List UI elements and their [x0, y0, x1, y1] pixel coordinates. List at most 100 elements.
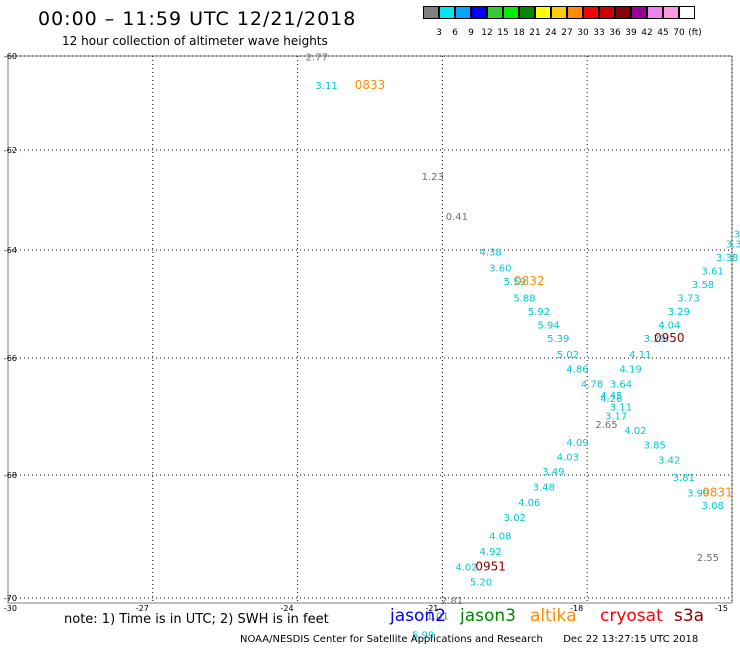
wave-height-value: 3.60 [489, 264, 511, 275]
color-swatch [615, 6, 631, 19]
wave-height-value: 3.17 [605, 411, 627, 422]
corner-tick-label: -30 [4, 604, 17, 613]
color-swatch [631, 6, 647, 19]
pass-time-label: 0950 [654, 331, 685, 345]
color-scale-label: 24 [545, 28, 557, 38]
wave-height-value: 3.29 [644, 334, 666, 345]
wave-height-value: 3.11 [315, 81, 337, 92]
wave-height-value: 3.29 [668, 307, 690, 318]
wave-height-value: 4.45 [600, 391, 622, 402]
footer: NOAA/NESDIS Center for Satellite Applica… [240, 634, 698, 645]
wave-height-value: 4.02 [624, 426, 646, 437]
longitude-tick-label: -21 [425, 604, 438, 613]
longitude-tick-label: -15 [715, 604, 728, 613]
color-swatch [647, 6, 663, 19]
latitude-tick-label: -70 [4, 594, 17, 603]
wave-height-value: 2.55 [697, 553, 719, 564]
pass-time-label: 0831 [702, 486, 733, 500]
color-scale-label: 33 [593, 28, 605, 38]
color-swatch [519, 6, 535, 19]
color-swatch [455, 6, 471, 19]
color-swatch [551, 6, 567, 19]
pass-time-label: 0951 [475, 559, 506, 573]
wave-height-value: 5.59 [504, 277, 526, 288]
wave-height-value: 3.48 [533, 482, 555, 493]
legend-note: note: 1) Time is in UTC; 2) SWH is in fe… [64, 612, 329, 627]
wave-height-value: 5.20 [470, 578, 492, 589]
wave-height-value: 4.04 [658, 320, 680, 331]
color-scale-label: 36 [609, 28, 621, 38]
longitude-tick-label: -24 [281, 604, 294, 613]
wave-height-value: 3.61 [702, 266, 724, 277]
wave-height-value: 1.23 [422, 172, 444, 183]
color-swatch [423, 6, 439, 19]
wave-height-value: 4.78 [581, 379, 603, 390]
satellite-legend-item: jason2 [390, 606, 446, 626]
footer-timestamp: Dec 22 13:27:15 UTC 2018 [563, 634, 699, 645]
wave-height-value: 4.19 [620, 365, 642, 376]
wave-height-value: 4.06 [518, 498, 540, 509]
color-swatch [679, 6, 695, 19]
color-scale-label: 45 [657, 28, 669, 38]
wave-height-value: 2.77 [306, 53, 328, 64]
color-scale-label: 39 [625, 28, 637, 38]
color-swatch [471, 6, 487, 19]
wave-height-value: 5.39 [547, 334, 569, 345]
color-scale-label: (ft) [688, 28, 702, 38]
color-scale-label: 15 [497, 28, 509, 38]
longitude-tick-label: -18 [570, 604, 583, 613]
longitude-tick-label: -27 [136, 604, 149, 613]
wave-height-value: 4.92 [480, 547, 502, 558]
wave-height-value: 3.11 [610, 403, 632, 414]
color-scale-label: 3 [436, 28, 442, 38]
wave-height-value: 3.64 [610, 379, 632, 390]
wave-height-value: 4.03 [557, 452, 579, 463]
map-title: 00:00 – 11:59 UTC 12/21/2018 [38, 8, 357, 30]
latitude-tick-label: -60 [4, 52, 17, 61]
wave-height-value: 3.37 [726, 240, 740, 251]
color-scale-label: 30 [577, 28, 589, 38]
wave-height-value: 5.88 [513, 293, 535, 304]
latitude-tick-label: -66 [4, 354, 17, 363]
wave-height-value: 4.09 [566, 438, 588, 449]
wave-height-value: 3.73 [677, 293, 699, 304]
wave-height-value: 3.81 [673, 473, 695, 484]
wave-height-value: 4.11 [629, 350, 651, 361]
wave-height-value: 2.65 [595, 420, 617, 431]
wave-height-value: 3.08 [702, 501, 724, 512]
pass-time-label: 0833 [355, 78, 386, 92]
satellite-legend-item: cryosat [600, 606, 663, 626]
color-scale-label: 6 [452, 28, 458, 38]
latitude-tick-label: -64 [4, 246, 17, 255]
wave-height-value: 3.49 [542, 467, 564, 478]
wave-height-value: 3.85 [644, 441, 666, 452]
color-scale-label: 27 [561, 28, 573, 38]
satellite-legend-item: jason3 [460, 606, 516, 626]
color-swatch [487, 6, 503, 19]
color-scale-label: 70 [673, 28, 685, 38]
wave-height-value: 4.26 [600, 394, 622, 405]
wave-height-value: 2.81 [441, 596, 463, 607]
map-subtitle: 12 hour collection of altimeter wave hei… [62, 34, 328, 48]
wave-height-value: 5.02 [557, 350, 579, 361]
map-frame [7, 55, 733, 604]
color-scale-label: 42 [641, 28, 653, 38]
color-scale-label: 21 [529, 28, 541, 38]
satellite-legend-item: s3a [674, 606, 705, 626]
color-scale-labels: 3 6 9 12 15 18 21 24 27 30 33 36 39 42 45 70 (ft) [423, 28, 740, 40]
pass-time-label: 0832 [514, 274, 545, 288]
color-swatch [439, 6, 455, 19]
wave-height-value: 3.42 [658, 455, 680, 466]
wave-height-value: 4.02 [455, 562, 477, 573]
color-scale-label: 12 [481, 28, 493, 38]
color-scale-label: 9 [468, 28, 474, 38]
wave-height-value: 5.92 [528, 307, 550, 318]
wave-height-value: 3.99 [687, 489, 709, 500]
satellite-legend-item: altika [530, 606, 577, 626]
color-swatch [567, 6, 583, 19]
latitude-tick-label: -68 [4, 471, 17, 480]
latitude-tick-label: -62 [4, 146, 17, 155]
footer-agency: NOAA/NESDIS Center for Satellite Applica… [240, 634, 543, 645]
wave-height-value: 3.58 [692, 280, 714, 291]
